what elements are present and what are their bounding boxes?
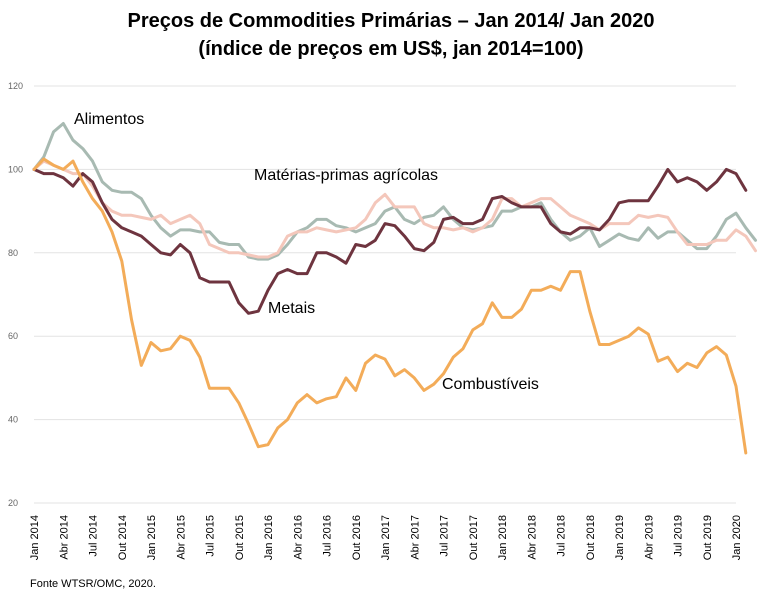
x-tick-label: Abr 2019	[643, 515, 655, 560]
y-tick-label: 120	[8, 81, 23, 91]
x-tick-label: Abr 2018	[526, 515, 538, 560]
x-tick-label: Out 2018	[585, 515, 597, 560]
chart-subtitle: (índice de preços em US$, jan 2014=100)	[198, 38, 584, 60]
x-tick-label: Jul 2015	[205, 515, 217, 557]
x-tick-label: Jul 2016	[322, 515, 334, 557]
series-lines	[32, 122, 757, 455]
x-tick-label: Jan 2015	[146, 515, 158, 560]
y-tick-label: 60	[8, 331, 18, 341]
y-axis-ticks: 20 40 60 80 100 120	[8, 81, 23, 508]
x-axis-ticks: Jan 2014 Abr 2014 Jul 2014 Out 2014 Jan 2015…	[29, 515, 743, 560]
x-tick-label: Out 2019	[702, 515, 714, 560]
series-line-combust-veis	[32, 157, 748, 455]
x-tick-label: Jan 2020	[731, 515, 743, 560]
series-label-materias-primas: Matérias-primas agrícolas	[254, 167, 438, 184]
series-labels: Alimentos Matérias-primas agrícolas Meta…	[74, 111, 539, 393]
x-tick-label: Abr 2017	[409, 515, 421, 560]
source-note: Fonte WTSR/OMC, 2020.	[30, 578, 156, 590]
series-label-combustiveis: Combustíveis	[442, 376, 539, 393]
x-tick-label: Jul 2014	[88, 515, 100, 557]
x-tick-label: Abr 2014	[58, 515, 70, 560]
series-line-mat-rias-primas-agr-colas	[32, 159, 757, 259]
x-tick-label: Jan 2016	[263, 515, 275, 560]
x-tick-label: Jan 2017	[380, 515, 392, 560]
y-tick-label: 40	[8, 415, 18, 425]
y-tick-label: 80	[8, 248, 18, 258]
series-label-alimentos: Alimentos	[74, 111, 144, 128]
y-tick-label: 20	[8, 498, 18, 508]
x-tick-label: Jan 2019	[614, 515, 626, 560]
x-tick-label: Out 2016	[351, 515, 363, 560]
x-tick-label: Out 2015	[234, 515, 246, 560]
x-tick-label: Abr 2016	[292, 515, 304, 560]
x-tick-label: Abr 2015	[175, 515, 187, 560]
chart-title: Preços de Commodities Primárias – Jan 20…	[127, 10, 655, 32]
x-tick-label: Jan 2018	[497, 515, 509, 560]
y-tick-label: 100	[8, 164, 23, 174]
x-tick-label: Jul 2017	[439, 515, 451, 557]
series-label-metais: Metais	[268, 300, 315, 317]
x-tick-label: Jan 2014	[29, 515, 41, 560]
x-tick-label: Jul 2018	[556, 515, 568, 557]
grid-lines	[34, 85, 736, 504]
x-tick-label: Out 2014	[117, 515, 129, 560]
x-tick-label: Out 2017	[468, 515, 480, 560]
x-tick-label: Jul 2019	[673, 515, 685, 557]
series-line-metais	[32, 167, 748, 315]
